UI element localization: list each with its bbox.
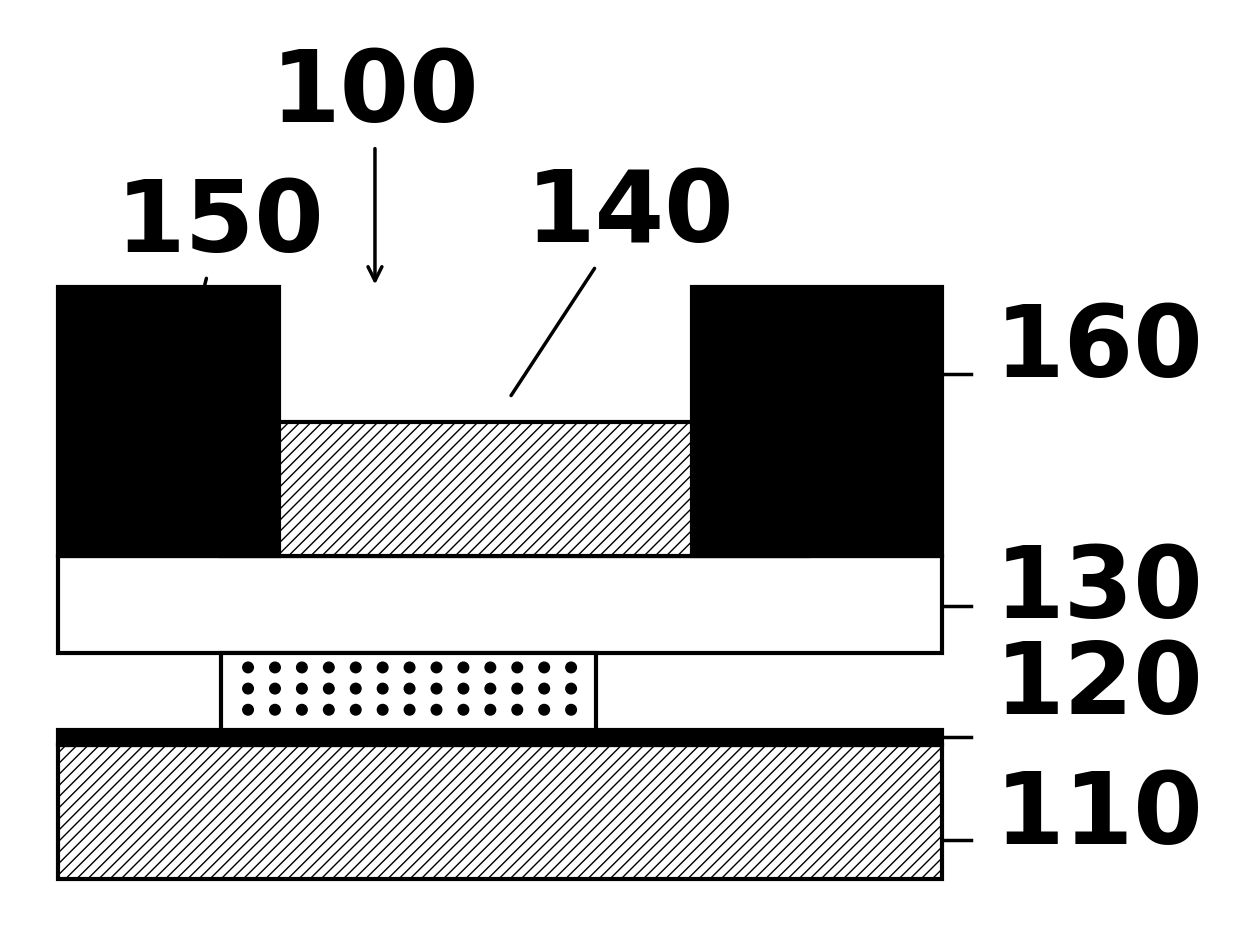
- Circle shape: [512, 683, 522, 694]
- Circle shape: [565, 662, 577, 673]
- Circle shape: [296, 683, 308, 694]
- Circle shape: [432, 683, 441, 694]
- Circle shape: [296, 662, 308, 673]
- Circle shape: [243, 683, 253, 694]
- Circle shape: [404, 704, 415, 715]
- Circle shape: [485, 704, 496, 715]
- Circle shape: [458, 662, 469, 673]
- Circle shape: [351, 704, 361, 715]
- Circle shape: [269, 662, 280, 673]
- Bar: [58, 730, 942, 745]
- Circle shape: [539, 704, 549, 715]
- Circle shape: [565, 704, 577, 715]
- Circle shape: [565, 683, 577, 694]
- Circle shape: [377, 683, 388, 694]
- Bar: [58, 745, 942, 879]
- Text: 160: 160: [996, 301, 1204, 399]
- Circle shape: [243, 704, 253, 715]
- Circle shape: [269, 683, 280, 694]
- Circle shape: [539, 683, 549, 694]
- Circle shape: [269, 704, 280, 715]
- Text: 100: 100: [270, 46, 480, 280]
- Circle shape: [432, 704, 441, 715]
- Circle shape: [458, 704, 469, 715]
- Circle shape: [324, 662, 334, 673]
- Circle shape: [404, 662, 415, 673]
- Circle shape: [351, 662, 361, 673]
- Circle shape: [377, 662, 388, 673]
- Circle shape: [432, 662, 441, 673]
- Circle shape: [485, 683, 496, 694]
- Text: 110: 110: [996, 767, 1204, 865]
- Text: 150: 150: [115, 175, 324, 333]
- Circle shape: [404, 683, 415, 694]
- Bar: [221, 653, 596, 730]
- Circle shape: [512, 662, 522, 673]
- Circle shape: [324, 683, 334, 694]
- Bar: [58, 556, 942, 653]
- Text: 120: 120: [996, 638, 1204, 734]
- Circle shape: [485, 662, 496, 673]
- Circle shape: [512, 704, 522, 715]
- Circle shape: [377, 704, 388, 715]
- Bar: [692, 287, 942, 556]
- Circle shape: [458, 683, 469, 694]
- Circle shape: [296, 704, 308, 715]
- Circle shape: [539, 662, 549, 673]
- Circle shape: [243, 662, 253, 673]
- Text: 130: 130: [996, 541, 1204, 639]
- Text: 140: 140: [511, 166, 734, 396]
- Circle shape: [324, 704, 334, 715]
- Bar: [221, 422, 807, 556]
- Bar: [58, 287, 279, 556]
- Circle shape: [351, 683, 361, 694]
